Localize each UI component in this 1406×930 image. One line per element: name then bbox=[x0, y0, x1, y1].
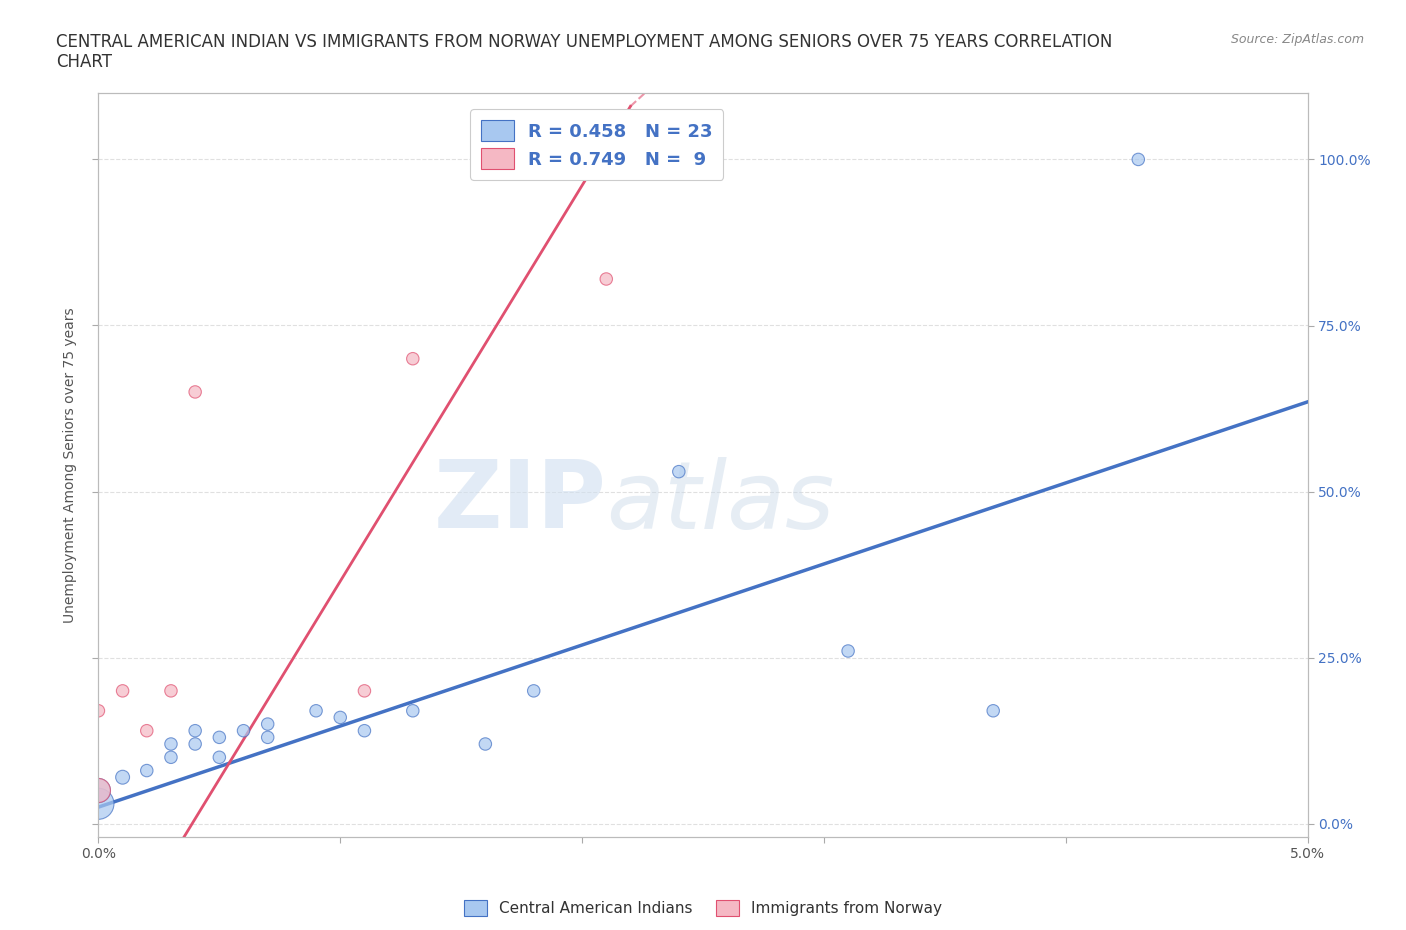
Point bbox=[135, 764, 157, 778]
Point bbox=[208, 750, 231, 764]
Point bbox=[160, 684, 183, 698]
Point bbox=[305, 703, 328, 718]
Text: ZIP: ZIP bbox=[433, 457, 606, 548]
Point bbox=[160, 750, 183, 764]
Point bbox=[837, 644, 859, 658]
Point bbox=[111, 684, 134, 698]
Point bbox=[595, 272, 617, 286]
Point bbox=[668, 464, 690, 479]
Text: atlas: atlas bbox=[606, 457, 835, 548]
Text: Source: ZipAtlas.com: Source: ZipAtlas.com bbox=[1230, 33, 1364, 46]
Point bbox=[87, 796, 110, 811]
Point bbox=[981, 703, 1004, 718]
Point bbox=[402, 352, 425, 366]
Point bbox=[184, 737, 207, 751]
Point bbox=[87, 783, 110, 798]
Point bbox=[87, 703, 110, 718]
Point bbox=[523, 684, 546, 698]
Legend: R = 0.458   N = 23, R = 0.749   N =  9: R = 0.458 N = 23, R = 0.749 N = 9 bbox=[470, 110, 723, 180]
Point bbox=[256, 730, 278, 745]
Point bbox=[474, 737, 496, 751]
Text: CENTRAL AMERICAN INDIAN VS IMMIGRANTS FROM NORWAY UNEMPLOYMENT AMONG SENIORS OVE: CENTRAL AMERICAN INDIAN VS IMMIGRANTS FR… bbox=[56, 33, 1112, 50]
Point bbox=[135, 724, 157, 738]
Point bbox=[1128, 152, 1150, 166]
Point bbox=[353, 684, 375, 698]
Legend: Central American Indians, Immigrants from Norway: Central American Indians, Immigrants fro… bbox=[458, 894, 948, 923]
Point bbox=[402, 703, 425, 718]
Point bbox=[353, 724, 375, 738]
Point bbox=[87, 783, 110, 798]
Text: CHART: CHART bbox=[56, 53, 112, 71]
Point bbox=[232, 724, 254, 738]
Y-axis label: Unemployment Among Seniors over 75 years: Unemployment Among Seniors over 75 years bbox=[63, 307, 77, 623]
Point bbox=[329, 710, 352, 724]
Point bbox=[184, 384, 207, 399]
Point bbox=[184, 724, 207, 738]
Point bbox=[256, 717, 278, 732]
Point bbox=[160, 737, 183, 751]
Point bbox=[208, 730, 231, 745]
Point bbox=[111, 770, 134, 785]
